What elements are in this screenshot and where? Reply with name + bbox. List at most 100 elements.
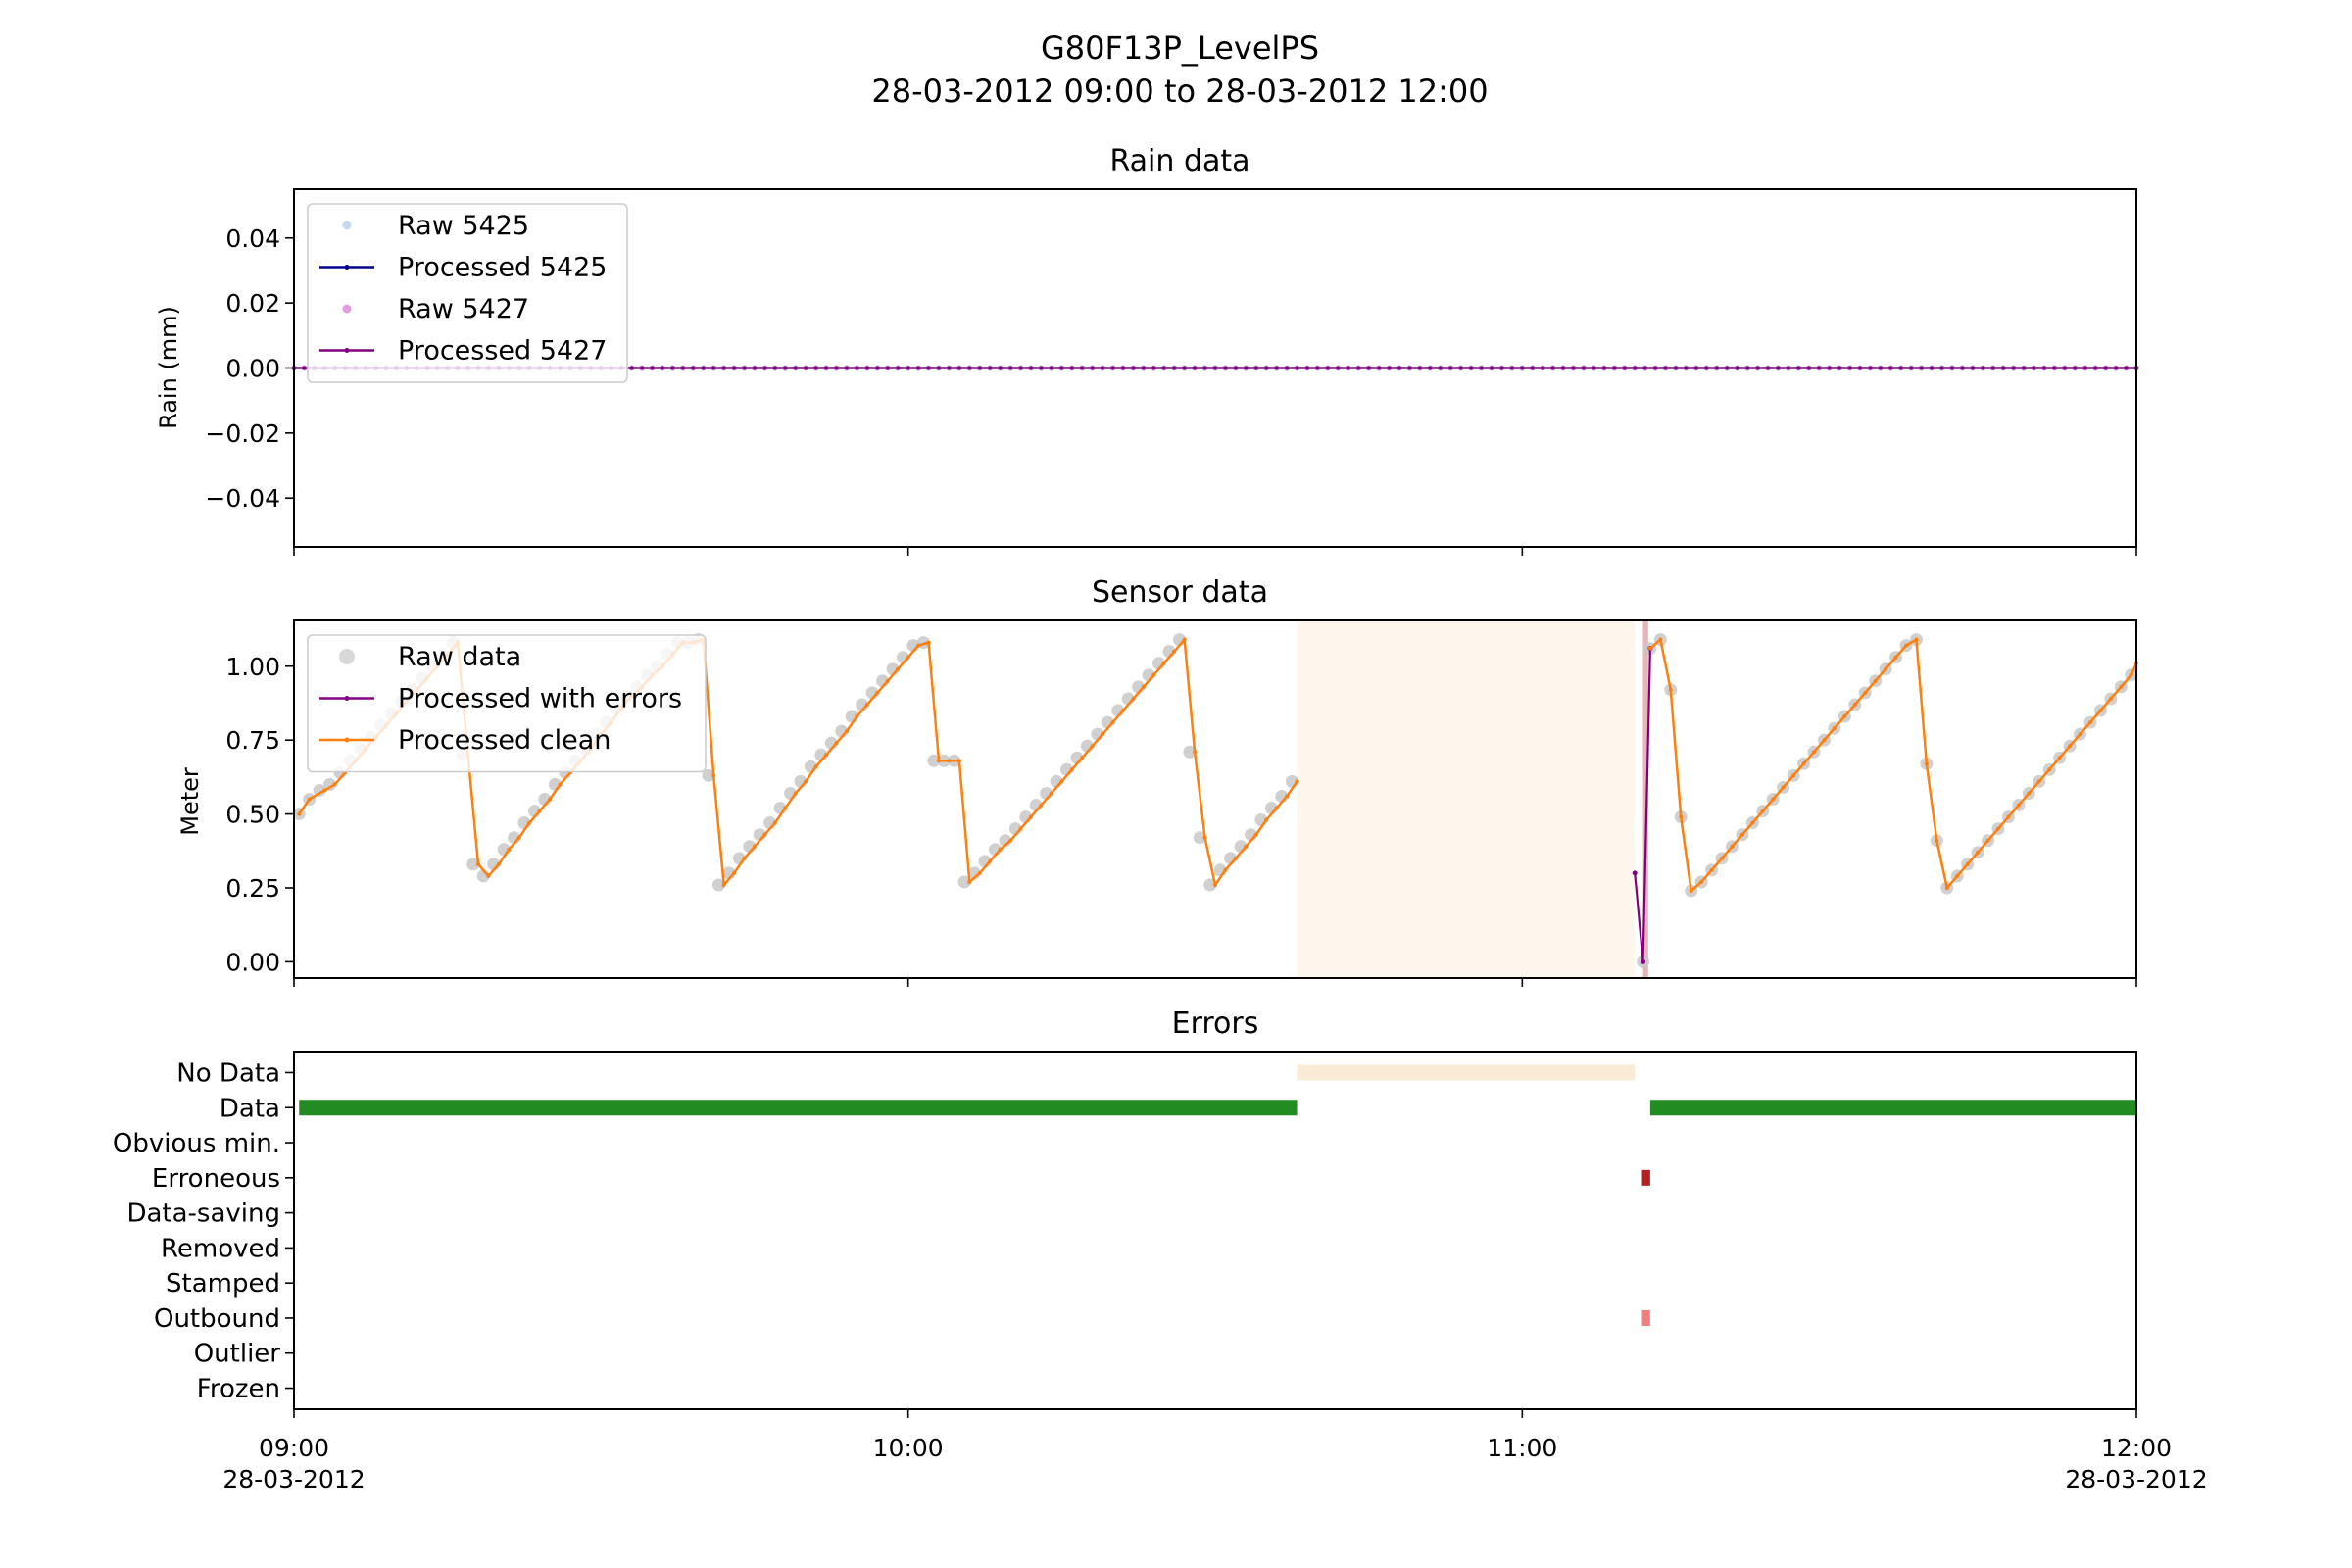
sensor-clean-point (1295, 779, 1299, 784)
rain-processed-point (1898, 366, 1903, 370)
rain-processed-point (1090, 366, 1095, 370)
rain-processed-point (691, 366, 696, 370)
sensor-clean-point (896, 666, 901, 671)
sensor-clean-point (772, 820, 777, 825)
sensor-raw-point (323, 777, 337, 791)
sensor-clean-point (537, 808, 542, 813)
rain-processed-point (1663, 366, 1668, 370)
sensor-clean-point (1668, 687, 1673, 692)
rain-processed-point (1101, 366, 1105, 370)
sensor-ylabel: Meter (176, 767, 204, 836)
rain-processed-point (1520, 366, 1525, 370)
sensor-clean-point (1285, 794, 1290, 799)
rain-processed-point (1642, 366, 1647, 370)
errors-category-label: Removed (161, 1234, 280, 1263)
legend-line-dot (344, 696, 350, 701)
rain-processed-point (1499, 366, 1504, 370)
rain-processed-point (1909, 366, 1914, 370)
rain-processed-point (1827, 366, 1832, 370)
rain-processed-point (885, 366, 890, 370)
rain-processed-point (2001, 366, 2006, 370)
sensor-clean-point (721, 882, 726, 887)
sensor-panel-title: Sensor data (1092, 575, 1268, 610)
sensor-y-ticks: 1.00 0.75 0.50 0.25 0.00 (225, 653, 294, 976)
sensor-clean-point (1244, 844, 1249, 849)
rain-processed-point (2082, 366, 2087, 370)
rain-processed-point (1612, 366, 1617, 370)
rain-legend-box (307, 203, 628, 383)
rain-processed-point (1059, 366, 1064, 370)
figure-title: G80F13P_LevelPS (1041, 29, 1319, 67)
rain-processed-point (1417, 366, 1422, 370)
rain-processed-point (967, 366, 972, 370)
sensor-clean-point (1822, 738, 1827, 743)
sensor-raw-point (957, 875, 971, 889)
sensor-clean-point (2119, 684, 2124, 689)
sensor-clean-point (1750, 820, 1755, 825)
sensor-clean-point (1018, 826, 1023, 831)
sensor-clean-point (855, 714, 859, 719)
rain-processed-point (732, 366, 737, 370)
sensor-clean-point (1008, 838, 1013, 843)
sensor-clean-point (548, 797, 553, 802)
sensor-clean-point (1801, 761, 1806, 766)
sensor-clean-point (516, 835, 521, 840)
rain-processed-point (2124, 366, 2129, 370)
sensor-clean-point (1264, 817, 1269, 822)
sensor-clean-point (1720, 856, 1724, 860)
rain-processed-point (1223, 366, 1228, 370)
figure-subtitle: 28-03-2012 09:00 to 28-03-2012 12:00 (871, 73, 1488, 110)
sensor-clean-point (1202, 835, 1207, 840)
rain-processed-point (998, 366, 1003, 370)
sensor-clean-point (1161, 661, 1166, 665)
legend-label: Processed with errors (398, 684, 682, 714)
sensor-clean-point (1141, 684, 1146, 689)
legend-line-dot (344, 737, 350, 743)
sensor-clean-point (2129, 672, 2133, 677)
sensor-clean-point (988, 858, 993, 863)
sensor-clean-point (998, 847, 1003, 852)
sensor-clean-point (2088, 720, 2092, 725)
rain-processed-point (1315, 366, 1320, 370)
rain-processed-point (896, 366, 901, 370)
rain-processed-point (1479, 366, 1484, 370)
sensor-clean-point (1812, 750, 1816, 755)
rain-processed-point (1039, 366, 1044, 370)
rain-processed-point (2022, 366, 2027, 370)
legend-label: Processed 5425 (398, 253, 607, 283)
sensor-clean-point (332, 782, 337, 787)
rain-processed-point (1878, 366, 1883, 370)
sensor-shaded-region (1642, 620, 1648, 978)
legend-line-dot (344, 348, 350, 353)
rain-processed-point (1530, 366, 1535, 370)
sensor-clean-point (1781, 785, 1786, 790)
rain-processed-point (875, 366, 880, 370)
x-tick-label: 09:00 (259, 1434, 329, 1462)
sensor-clean-point (1172, 649, 1177, 654)
rain-processed-point (1356, 366, 1361, 370)
rain-processed-point (302, 366, 307, 370)
legend-label: Processed clean (398, 725, 611, 756)
sensor-clean-point (1101, 732, 1105, 737)
legend-line-dot (344, 265, 350, 270)
rain-processed-point (2073, 366, 2078, 370)
sensor-clean-point (2068, 744, 2073, 749)
errors-panel: Errors No Data Data Obvious min. Erroneous D… (113, 1006, 2137, 1410)
rain-processed-point (956, 366, 961, 370)
errors-category-label: Stamped (166, 1269, 280, 1298)
rain-processed-point (1182, 366, 1187, 370)
sensor-clean-point (956, 759, 961, 763)
legend-label: Processed 5427 (398, 336, 607, 367)
errors-categories: No Data Data Obvious min. Erroneous Data-sav… (113, 1058, 294, 1404)
legend-label: Raw 5425 (398, 211, 529, 241)
sensor-clean-point (937, 759, 941, 763)
sensor-clean-point (1029, 814, 1033, 819)
rain-processed-point (1458, 366, 1463, 370)
sensor-shaded-region (1297, 620, 1636, 978)
sensor-clean-point (1080, 756, 1085, 760)
sensor-raw-point (466, 858, 480, 871)
rain-processed-point (1776, 366, 1781, 370)
rain-processed-point (1950, 366, 1954, 370)
rain-y-ticks: 0.04 0.02 0.00 −0.02 −0.04 (205, 224, 294, 513)
